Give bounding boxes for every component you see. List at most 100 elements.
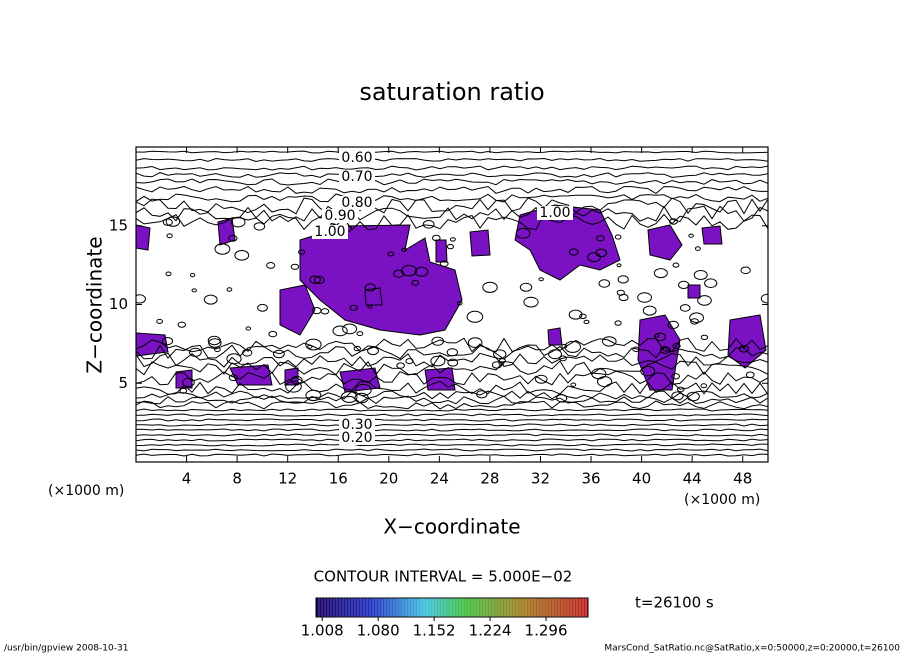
- contour-line: [447, 358, 459, 367]
- x-unit: (×1000 m): [684, 492, 760, 508]
- contour-line: [493, 349, 507, 360]
- contour-line: [165, 216, 181, 227]
- contour-line: [602, 336, 617, 347]
- contour-line: [136, 448, 768, 452]
- contour-line: [136, 438, 768, 442]
- contour-line: [242, 349, 253, 357]
- contour-line: [688, 233, 694, 238]
- y-tick-label: 10: [109, 295, 128, 313]
- contour-line: [396, 362, 405, 369]
- x-tick-label: 20: [379, 470, 398, 488]
- contour-label: 0.90: [324, 208, 355, 224]
- contour-line: [559, 355, 567, 362]
- contour-line: [191, 288, 197, 293]
- contour-label: 1.00: [314, 224, 345, 240]
- contour-line: [411, 279, 420, 286]
- x-tick-label: 44: [683, 470, 702, 488]
- colorbar-tick-label: 1.080: [357, 622, 400, 640]
- contour-line: [667, 320, 679, 329]
- contour-line: [568, 309, 583, 320]
- x-tick-label: 16: [329, 470, 348, 488]
- colorbar-tick-label: 1.152: [413, 622, 456, 640]
- footer-right: MarsCond_SatRatio.nc@SatRatio,x=0:50000,…: [604, 644, 900, 654]
- contour-line: [595, 248, 608, 258]
- contour-line: [136, 178, 768, 186]
- contour-line: [136, 337, 768, 353]
- y-tick-label: 15: [109, 216, 128, 234]
- contour-line: [273, 349, 285, 359]
- contour-line: [161, 337, 174, 346]
- contour-line: [313, 276, 325, 285]
- x-tick-label: 12: [278, 470, 297, 488]
- contour-line: [432, 234, 441, 242]
- contour-line: [694, 246, 701, 251]
- contour-line: [564, 340, 582, 353]
- contour-line: [414, 266, 429, 277]
- contour-label: 0.70: [341, 169, 372, 185]
- x-tick-label: 36: [581, 470, 600, 488]
- label-bg: [339, 151, 375, 165]
- contour-line: [467, 337, 483, 348]
- contour-line: [700, 383, 708, 389]
- contour-line: [671, 391, 684, 401]
- x-tick-label: 8: [232, 470, 242, 488]
- contour-line: [439, 260, 449, 267]
- contour-line: [136, 165, 768, 171]
- contour-line: [446, 348, 458, 357]
- contour-line: [166, 233, 173, 239]
- contour-line: [136, 413, 768, 417]
- contour-line: [387, 251, 395, 257]
- contour-line: [136, 344, 768, 360]
- contour-line: [226, 353, 242, 365]
- contour-line: [311, 307, 322, 315]
- contour-line: [476, 390, 488, 399]
- contour-line: [136, 390, 768, 400]
- contour-line: [598, 279, 611, 288]
- contour-label: 0.20: [341, 430, 372, 446]
- contour-line: [515, 227, 531, 239]
- contour-line: [640, 365, 656, 377]
- contour-label: 0.80: [341, 195, 372, 211]
- contour-line: [367, 304, 373, 309]
- contour-line: [189, 347, 202, 357]
- contour-line: [214, 243, 231, 255]
- contour-line: [697, 295, 712, 306]
- contour-line: [583, 319, 590, 325]
- contour-line: [431, 336, 445, 346]
- contour-line: [618, 293, 629, 302]
- contour-line: [136, 433, 768, 437]
- contour-line: [268, 330, 278, 338]
- label-bg: [537, 206, 573, 220]
- contour-line: [136, 443, 768, 447]
- contour-line: [136, 185, 768, 195]
- contour-line: [253, 222, 266, 231]
- contour-line: [230, 216, 246, 228]
- shaded-regions: [136, 204, 767, 393]
- contour-label: 0.60: [341, 150, 372, 166]
- x-tick-label: 28: [480, 470, 499, 488]
- contour-line: [214, 347, 221, 353]
- colorbar-tick-label: 1.008: [301, 622, 344, 640]
- contour-line: [177, 321, 187, 328]
- contour-line: [401, 247, 407, 252]
- label-bg: [339, 431, 375, 445]
- contour-line: [659, 346, 671, 354]
- x-tick-label: 40: [632, 470, 651, 488]
- chart-title: saturation ratio: [359, 78, 544, 106]
- contour-line: [156, 318, 164, 324]
- contour-line: [305, 389, 322, 402]
- contour-line: [740, 266, 751, 275]
- contour-line: [671, 373, 680, 380]
- colorbar-tick-label: 1.296: [525, 622, 568, 640]
- label-bg: [322, 209, 358, 223]
- contour-line: [136, 294, 146, 304]
- contour-label: 1.00: [539, 205, 570, 221]
- contour-line: [136, 453, 768, 457]
- colorbar: [315, 597, 589, 618]
- contour-line: [422, 220, 435, 229]
- contour-line: [637, 292, 652, 303]
- contour-line: [689, 312, 704, 324]
- contour-line: [290, 263, 300, 270]
- contour-line: [136, 408, 768, 412]
- contour-line: [305, 338, 322, 351]
